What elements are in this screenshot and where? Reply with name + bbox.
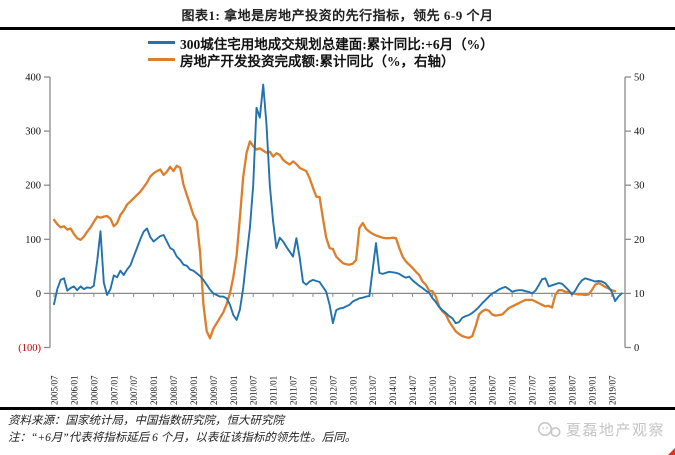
svg-text:2013/01: 2013/01	[348, 375, 358, 405]
svg-text:300: 300	[25, 127, 41, 138]
svg-text:2010/07: 2010/07	[249, 375, 259, 405]
svg-text:2006/07: 2006/07	[89, 375, 99, 405]
svg-text:30: 30	[634, 181, 645, 192]
svg-text:400: 400	[25, 73, 41, 84]
footer-divider	[0, 407, 675, 410]
svg-text:2014/01: 2014/01	[388, 375, 398, 405]
svg-text:2018/01: 2018/01	[548, 375, 558, 405]
svg-text:2015/01: 2015/01	[428, 375, 438, 405]
source-note: 资料来源：国家统计局，中国指数研究院，恒大研究院	[8, 415, 284, 427]
svg-text:2015/07: 2015/07	[448, 375, 458, 405]
svg-text:100: 100	[25, 235, 41, 246]
svg-text:2007/07: 2007/07	[129, 375, 139, 405]
svg-text:(100): (100)	[18, 343, 41, 354]
svg-text:0: 0	[634, 343, 639, 354]
watermark-text: 夏磊地产观察	[565, 423, 665, 439]
legend-item-investment: 房地产开发投资完成额:累计同比（%，右轴）	[148, 51, 494, 69]
svg-text:2006/01: 2006/01	[69, 375, 79, 405]
svg-text:20: 20	[634, 235, 645, 246]
svg-text:2019/07: 2019/07	[607, 375, 617, 405]
svg-text:2012/07: 2012/07	[328, 375, 338, 405]
svg-text:2014/07: 2014/07	[408, 375, 418, 405]
svg-text:2017/07: 2017/07	[528, 375, 538, 405]
legend-swatch-orange	[148, 58, 175, 61]
svg-text:0: 0	[36, 289, 41, 300]
chart-title: 图表1: 拿地是房地产投资的先行指标，领先 6-9 个月	[181, 8, 494, 23]
svg-text:2011/07: 2011/07	[289, 375, 299, 405]
svg-text:40: 40	[634, 127, 645, 138]
svg-text:2017/01: 2017/01	[508, 375, 518, 405]
legend-item-land-supply: 300城住宅用地成交规划总建面:累计同比:+6月（%）	[148, 34, 494, 52]
svg-text:2018/07: 2018/07	[567, 375, 577, 405]
svg-text:2007/01: 2007/01	[109, 375, 119, 405]
svg-text:2010/01: 2010/01	[229, 375, 239, 405]
svg-text:2012/01: 2012/01	[308, 375, 318, 405]
svg-text:200: 200	[25, 181, 41, 192]
svg-text:2011/01: 2011/01	[269, 376, 279, 405]
svg-text:10: 10	[634, 289, 645, 300]
legend-label-land-supply: 300城住宅用地成交规划总建面:累计同比:+6月（%）	[180, 36, 494, 52]
svg-text:2019/01: 2019/01	[587, 375, 597, 405]
svg-text:2008/01: 2008/01	[149, 375, 159, 405]
svg-text:50: 50	[634, 73, 645, 84]
svg-text:2008/07: 2008/07	[169, 375, 179, 405]
chart-legend: 300城住宅用地成交规划总建面:累计同比:+6月（%） 房地产开发投资完成额:累…	[148, 34, 494, 69]
legend-swatch-blue	[148, 41, 175, 44]
wechat-icon	[537, 421, 561, 437]
svg-text:2016/01: 2016/01	[468, 375, 478, 405]
method-note: 注：“+6月”代表将指标延后 6 个月，以表征该指标的领先性。后同。	[8, 432, 357, 444]
svg-text:2009/01: 2009/01	[189, 375, 199, 405]
legend-label-investment: 房地产开发投资完成额:累计同比（%，右轴）	[180, 53, 455, 69]
corner-accent	[668, 448, 675, 455]
svg-text:2009/07: 2009/07	[209, 375, 219, 405]
watermark-logo: 夏磊地产观察	[536, 419, 665, 440]
svg-text:2016/07: 2016/07	[488, 375, 498, 405]
title-divider	[0, 27, 675, 30]
svg-text:2005/07: 2005/07	[50, 375, 60, 405]
svg-text:2013/07: 2013/07	[368, 375, 378, 405]
